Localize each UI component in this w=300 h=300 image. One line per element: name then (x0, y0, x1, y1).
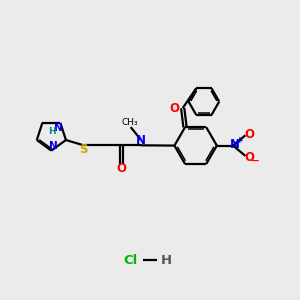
Text: N: N (230, 138, 240, 151)
Text: H: H (160, 254, 172, 267)
Text: O: O (169, 102, 179, 115)
Text: O: O (117, 162, 127, 175)
Text: CH₃: CH₃ (121, 118, 138, 127)
Text: N: N (49, 141, 58, 151)
Text: Cl: Cl (124, 254, 138, 267)
Text: N: N (136, 134, 146, 146)
Text: N: N (54, 123, 62, 133)
Text: S: S (79, 143, 88, 156)
Text: +: + (236, 136, 243, 145)
Text: H: H (48, 127, 56, 136)
Text: −: − (251, 156, 260, 166)
Text: O: O (244, 128, 254, 141)
Text: O: O (244, 151, 254, 164)
